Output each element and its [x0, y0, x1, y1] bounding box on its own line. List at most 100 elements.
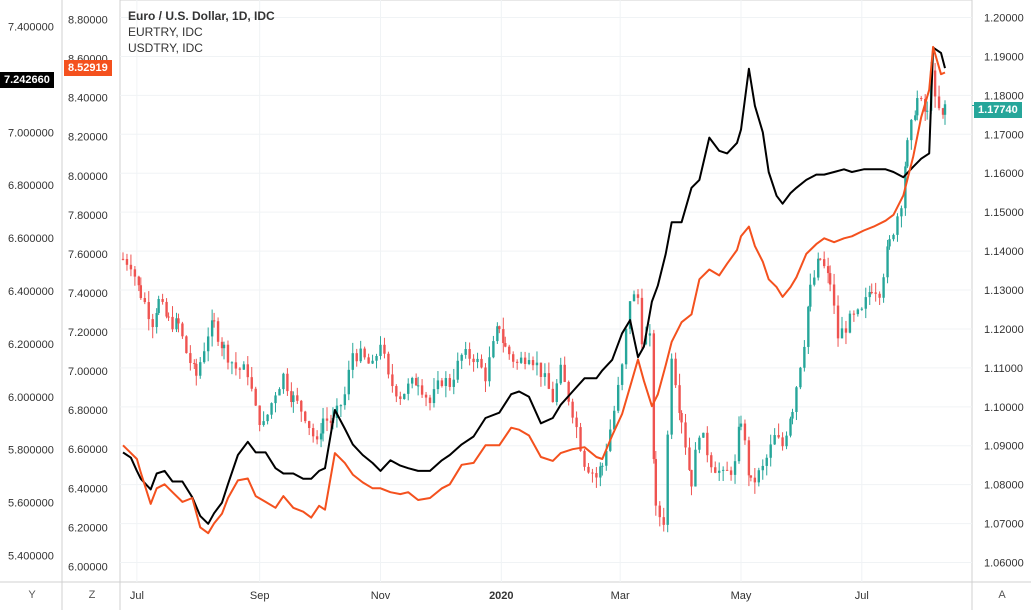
x-tick-label: Mar	[611, 590, 630, 602]
candle-body	[916, 98, 919, 116]
x-tick-label: Jul	[855, 590, 869, 602]
candle-body	[595, 473, 598, 478]
candle-body	[300, 400, 303, 412]
eurtry-tick-label: 6.80000	[68, 405, 108, 417]
candle-body	[941, 108, 945, 115]
candle-body	[547, 373, 551, 389]
x-tick-label: Sep	[250, 590, 270, 602]
candle-body	[329, 420, 333, 423]
candle-body	[527, 360, 531, 364]
candle-body	[238, 368, 242, 370]
candle-body	[230, 362, 234, 364]
candle-body	[175, 318, 178, 330]
usdtry-line	[122, 46, 946, 525]
candle-body	[567, 381, 570, 402]
candle-body	[250, 377, 253, 389]
eurtry-tick-label: 8.00000	[68, 171, 108, 183]
eurusd-tick-label: 1.12000	[984, 324, 1024, 336]
candle-body	[882, 277, 885, 298]
candle-body	[460, 354, 463, 361]
candle-body	[414, 378, 418, 386]
eurusd-tick-label: 1.18000	[984, 90, 1024, 102]
candle-body	[860, 308, 864, 310]
candle-body	[167, 316, 170, 318]
candle-body	[456, 360, 459, 380]
candle-body	[242, 364, 246, 370]
candle-body	[363, 348, 366, 358]
candle-body	[809, 284, 812, 307]
candle-body	[803, 346, 806, 368]
axis-corner-y[interactable]: Y	[28, 589, 36, 601]
candle-body	[161, 299, 164, 302]
candle-body	[391, 374, 394, 387]
candle-body	[886, 246, 889, 278]
candle-body	[234, 362, 238, 369]
candle-body	[367, 357, 370, 364]
candle-body	[492, 341, 495, 358]
candle-body	[781, 437, 784, 447]
candle-body	[933, 70, 937, 97]
candle-body	[383, 344, 386, 354]
candle-body	[575, 417, 578, 428]
candle-body	[840, 328, 844, 339]
candle-body	[395, 386, 398, 397]
candle-body	[420, 385, 424, 395]
legend-usdtry: USDTRY, IDC	[128, 41, 203, 55]
candle-body	[448, 378, 452, 387]
candle-body	[729, 470, 733, 475]
candle-body	[652, 333, 656, 460]
candle-body	[920, 98, 923, 100]
axis-corner-a[interactable]: A	[998, 589, 1006, 601]
candle-body	[925, 110, 929, 112]
candle-body	[817, 258, 820, 278]
candle-body	[666, 434, 669, 525]
legend-eurtry: EURTRY, IDC	[128, 25, 203, 39]
candle-body	[571, 401, 574, 418]
candle-body	[702, 432, 705, 438]
candle-body	[733, 461, 737, 475]
candle-body	[714, 467, 717, 473]
candle-body	[559, 364, 562, 384]
candle-body	[628, 301, 632, 329]
candle-body	[753, 477, 757, 483]
candle-body	[599, 466, 602, 478]
candle-body	[874, 292, 877, 294]
candle-body	[892, 234, 895, 240]
candle-body	[799, 367, 802, 388]
usdtry-tick-label: 7.400000	[8, 21, 54, 33]
usdtry-last-badge: 7.242660	[0, 72, 54, 88]
candle-body	[583, 450, 586, 467]
candle-body	[216, 321, 220, 342]
candle-body	[519, 357, 523, 363]
axis-corner-z[interactable]: Z	[88, 589, 96, 601]
candle-body	[789, 418, 792, 436]
candle-body	[129, 264, 133, 270]
candle-body	[222, 344, 226, 349]
candle-body	[212, 320, 216, 322]
candle-body	[535, 362, 539, 366]
candle-body	[579, 427, 582, 451]
eurusd-tick-label: 1.17000	[984, 129, 1024, 141]
candle-body	[274, 395, 277, 404]
candle-body	[371, 360, 374, 364]
candle-body	[343, 394, 347, 406]
candle-body	[387, 353, 390, 375]
candle-body	[199, 362, 202, 376]
usdtry-tick-label: 6.000000	[8, 392, 54, 404]
candle-body	[359, 348, 362, 362]
candle-body	[658, 505, 661, 518]
candle-body	[743, 423, 747, 441]
usdtry-tick-label: 6.200000	[8, 339, 54, 351]
candle-body	[725, 469, 729, 471]
candle-body	[416, 385, 420, 387]
candle-body	[543, 373, 547, 377]
eurusd-candles	[121, 61, 947, 533]
candle-body	[737, 426, 741, 462]
candle-body	[311, 428, 315, 437]
usdtry-tick-label: 6.600000	[8, 233, 54, 245]
candle-body	[906, 140, 909, 167]
candle-body	[472, 358, 475, 363]
candle-body	[914, 115, 917, 120]
candle-body	[539, 362, 543, 377]
